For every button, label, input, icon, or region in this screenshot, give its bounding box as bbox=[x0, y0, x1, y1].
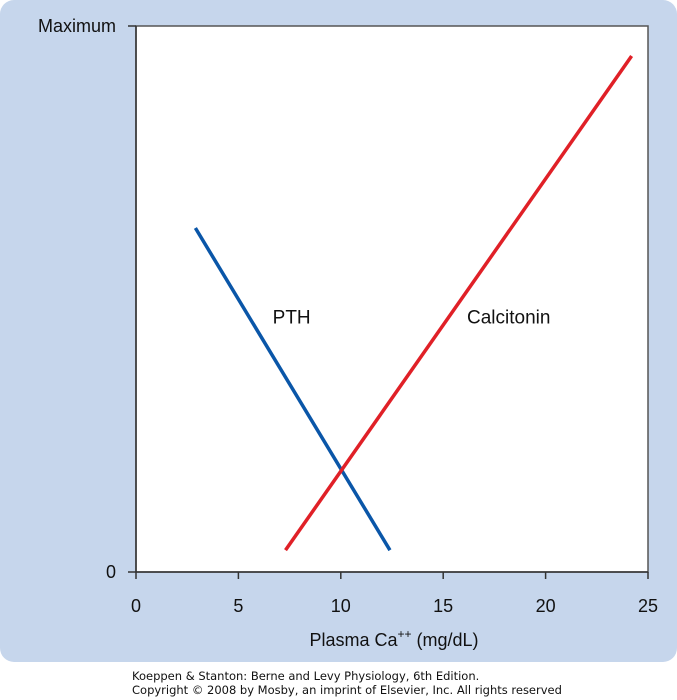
y-tick-label: Maximum bbox=[38, 16, 116, 36]
line-chart: 0 5 10 15 20 25 0 Maximum PTH Calcitonin Plasma… bbox=[38, 16, 658, 650]
y-ticks: 0 Maximum bbox=[38, 16, 136, 582]
x-ticks: 0 5 10 15 20 25 bbox=[131, 572, 658, 616]
copyright-credit: Koeppen & Stanton: Berne and Levy Physio… bbox=[132, 669, 562, 697]
annotations: PTH Calcitonin bbox=[273, 308, 551, 329]
x-tick-label: 20 bbox=[536, 596, 556, 616]
y-tick-label: 0 bbox=[106, 562, 116, 582]
series-line-calcitonin bbox=[284, 55, 634, 552]
credit-line-2: Copyright © 2008 by Mosby, an imprint of… bbox=[132, 683, 562, 697]
x-tick-label: 25 bbox=[638, 596, 658, 616]
plot-area bbox=[135, 25, 649, 573]
x-tick-label: 10 bbox=[331, 596, 351, 616]
x-tick-label: 15 bbox=[433, 596, 453, 616]
series-line-pth bbox=[193, 227, 392, 552]
credit-line-1: Koeppen & Stanton: Berne and Levy Physio… bbox=[132, 669, 480, 683]
x-tick-label: 0 bbox=[131, 596, 141, 616]
series-label-pth: PTH bbox=[273, 308, 311, 329]
series-lines bbox=[193, 55, 634, 552]
series-label-calcitonin: Calcitonin bbox=[467, 308, 550, 329]
x-tick-label: 5 bbox=[233, 596, 243, 616]
x-axis-label: Plasma Ca++ (mg/dL) bbox=[309, 627, 478, 650]
